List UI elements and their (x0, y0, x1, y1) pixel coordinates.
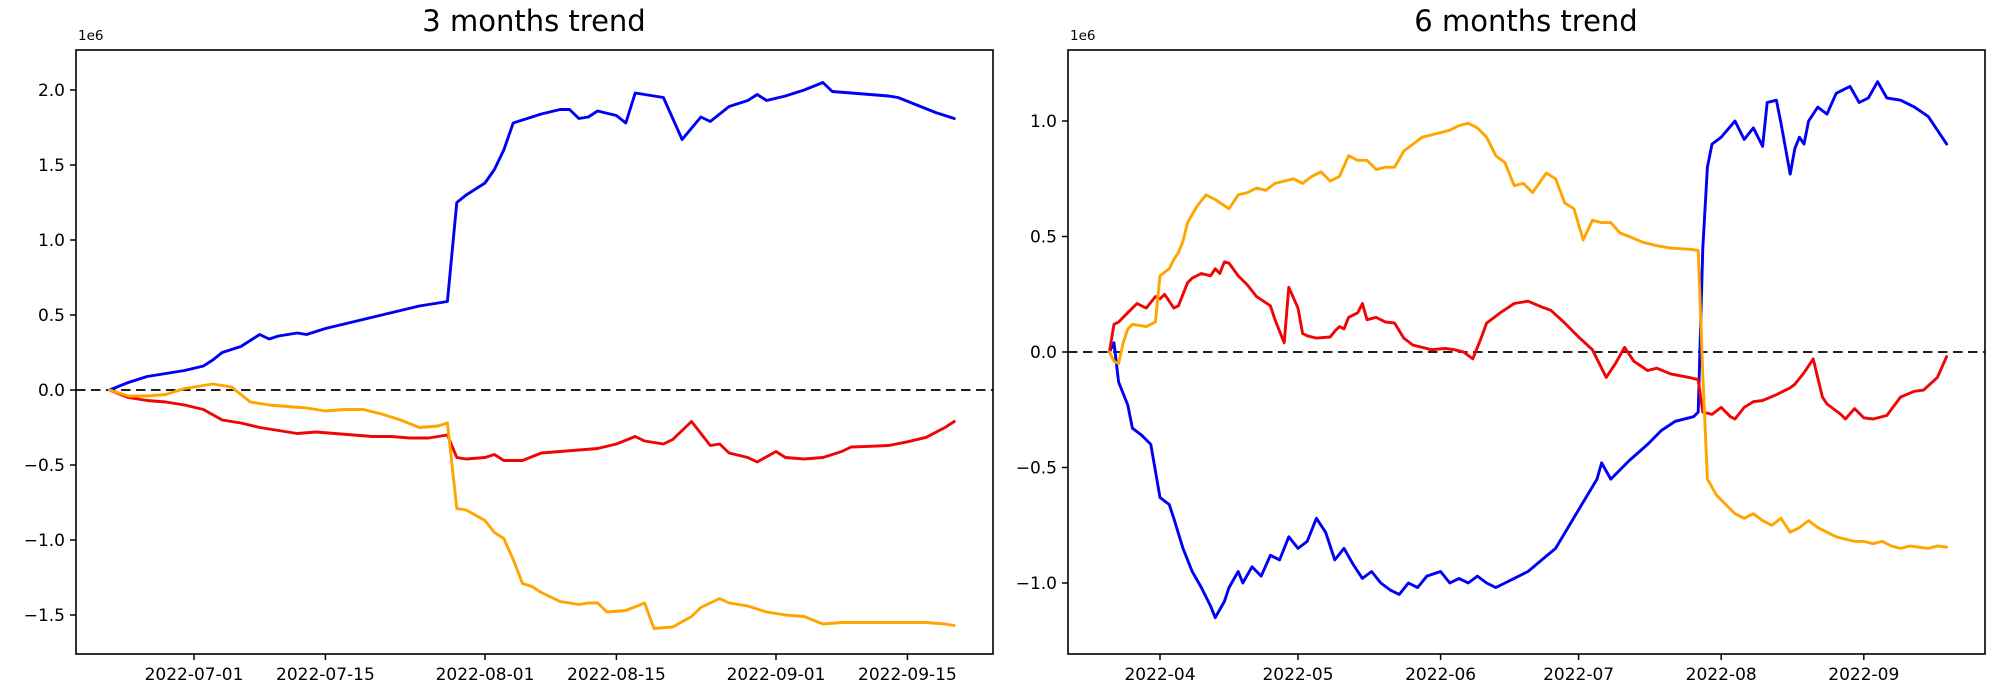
series-line-red-0 (108, 388, 956, 464)
y-tick-label-0: 0.5 (38, 306, 65, 326)
y-tick-label-1: 1.0 (1030, 112, 1057, 132)
y-tick-label-0: −1.0 (24, 531, 65, 551)
y-tick-label-1: −0.5 (1016, 459, 1057, 479)
x-tick-label-1: 2022-07 (1543, 665, 1614, 685)
axes-frame-0 (75, 49, 994, 655)
y-tick-label-1: −1.0 (1016, 574, 1057, 594)
y-tick-label-0: 0.0 (38, 381, 65, 401)
y-tick-label-1: 0.0 (1030, 343, 1057, 363)
y-axis-offset-label-right: 1e6 (1070, 28, 1096, 44)
x-tick-label-1: 2022-09 (1828, 665, 1899, 685)
y-tick-label-0: −1.5 (24, 606, 65, 626)
x-tick-label-1: 2022-06 (1405, 665, 1476, 685)
x-tick-label-0: 2022-08-15 (567, 665, 666, 685)
y-axis-offset-label-left: 1e6 (78, 28, 104, 44)
y-tick-label-0: 1.5 (38, 156, 65, 176)
chart-title-6-months: 6 months trend (1414, 4, 1638, 38)
y-tick-label-0: 1.0 (38, 231, 65, 251)
series-line-orange-1 (1107, 121, 1949, 550)
x-tick-label-1: 2022-05 (1262, 665, 1333, 685)
x-tick-label-0: 2022-09-15 (858, 665, 957, 685)
x-tick-label-1: 2022-08 (1686, 665, 1757, 685)
y-tick-label-0: 2.0 (38, 81, 65, 101)
series-line-orange-0 (108, 382, 956, 630)
x-tick-label-0: 2022-08-01 (436, 665, 535, 685)
y-tick-label-1: 0.5 (1030, 228, 1057, 248)
series-line-red-1 (1107, 260, 1949, 421)
x-tick-label-0: 2022-07-15 (276, 665, 375, 685)
chart-title-3-months: 3 months trend (422, 4, 646, 38)
x-tick-label-0: 2022-07-01 (145, 665, 244, 685)
series-line-blue-1 (1107, 80, 1949, 620)
series-line-blue-0 (108, 81, 956, 392)
y-tick-label-0: −0.5 (24, 456, 65, 476)
x-tick-label-0: 2022-09-01 (727, 665, 826, 685)
x-tick-label-1: 2022-04 (1124, 665, 1195, 685)
